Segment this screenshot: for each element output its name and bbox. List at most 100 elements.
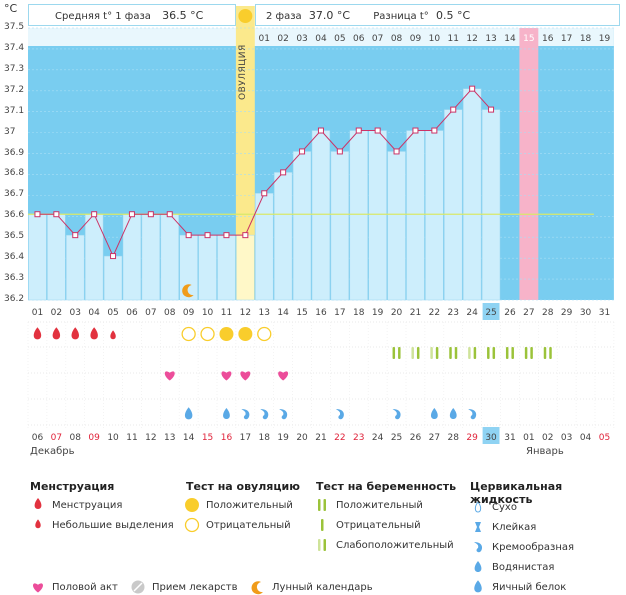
pregnancy-test-icon [505, 347, 509, 359]
y-tick-label: 36.4 [4, 252, 25, 263]
date-label: 09 [88, 433, 100, 443]
temp-column [406, 130, 425, 301]
legend-mucus-watery: Водянистая [492, 562, 555, 573]
date-label: 05 [599, 433, 610, 443]
date-label: 24 [372, 433, 384, 443]
phase2-summary: 2 фаза 37.0 °C Разница t° 0.5 °C [255, 4, 620, 26]
y-tick-label: 36.6 [4, 210, 25, 221]
mucus-icon [392, 409, 401, 420]
temperature-point [91, 211, 98, 218]
top-day-label: 05 [334, 34, 345, 44]
cycle-day-label: 28 [542, 308, 554, 318]
heart-icon [278, 371, 289, 381]
date-label: 28 [448, 433, 460, 443]
temperature-point [412, 127, 419, 134]
date-label: 13 [164, 433, 175, 443]
temperature-point [393, 148, 400, 155]
legend-pregnancy-negative: Отрицательный [336, 520, 421, 531]
legend-medicine: Прием лекарств [152, 582, 238, 593]
temperature-point [299, 148, 306, 155]
cycle-day-label: 06 [126, 308, 138, 318]
mucus-icon [260, 409, 269, 420]
legend-pregnancy-negative-icon [321, 519, 324, 531]
pregnancy-test-icon [454, 347, 458, 359]
pregnancy-test-icon [511, 347, 514, 359]
pregnancy-test-icon [392, 347, 396, 359]
legend-pregnancy-positive-icon [318, 499, 321, 511]
temp-column [387, 151, 406, 301]
cycle-day-label: 12 [240, 308, 251, 318]
date-label: 11 [126, 433, 137, 443]
temperature-point [110, 253, 117, 260]
cycle-day-label: 26 [504, 308, 516, 318]
temp-column [47, 213, 66, 301]
pregnancy-test-icon [416, 347, 420, 359]
ovulation-positive-icon [219, 327, 234, 341]
date-label: 20 [296, 433, 308, 443]
y-tick-label: 37 [4, 126, 16, 137]
ovulation-sun-icon [238, 9, 253, 23]
date-label: 04 [580, 433, 592, 443]
temp-column [444, 109, 463, 301]
date-label: 12 [145, 433, 156, 443]
cycle-day-label: 10 [202, 308, 214, 318]
legend-pregnancy-title: Тест на беременность [316, 480, 457, 493]
y-tick-label: 36.7 [4, 189, 25, 200]
menstruation-icon [90, 327, 98, 340]
cycle-day-label: 31 [599, 308, 610, 318]
mucus-icon [241, 409, 250, 420]
legend-pregnancy-positive: Положительный [336, 500, 423, 511]
legend-mucus-creamy-icon [474, 542, 483, 553]
date-label: 27 [429, 433, 440, 443]
temp-column [311, 130, 331, 301]
cycle-day-label: 03 [70, 308, 81, 318]
temp-column [28, 213, 47, 301]
menstruation-icon [33, 327, 42, 340]
top-day-label: 17 [561, 34, 572, 44]
date-label: 22 [334, 433, 345, 443]
legend-mucus-eggwhite: Яичный белок [492, 582, 567, 593]
ovulation-band [235, 6, 255, 300]
pregnancy-test-icon [449, 347, 452, 359]
date-label: 16 [221, 433, 233, 443]
pregnancy-test-icon [549, 347, 552, 359]
y-tick-label: 37.3 [4, 63, 25, 74]
legend-menstruation-icon [34, 498, 42, 509]
date-label: 14 [183, 433, 195, 443]
legend-ovulation-negative-icon [184, 517, 200, 533]
cycle-day-label: 18 [353, 308, 365, 318]
temperature-point [317, 127, 324, 134]
top-day-label: 06 [353, 34, 365, 44]
cycle-day-label: 23 [448, 308, 459, 318]
top-day-label: 01 [259, 34, 270, 44]
cycle-day-label: 27 [523, 308, 534, 318]
top-day-label: 15 [523, 34, 534, 44]
top-day-label: 12 [466, 34, 477, 44]
legend-mucus-creamy: Кремообразная [492, 542, 575, 553]
pregnancy-test-icon [487, 347, 490, 359]
pregnancy-test-icon [430, 347, 433, 359]
cycle-day-label: 24 [466, 308, 478, 318]
cycle-day-label: 29 [561, 308, 573, 318]
temperature-point [204, 232, 211, 239]
pregnancy-test-icon [530, 347, 533, 359]
cycle-day-label: 08 [164, 308, 176, 318]
cycle-day-label: 20 [391, 308, 403, 318]
pregnancy-test-icon [411, 347, 414, 359]
pink-day-column [519, 28, 539, 300]
date-label: 17 [240, 433, 251, 443]
temperature-point [147, 211, 154, 218]
date-label: 01 [523, 433, 534, 443]
top-day-label: 16 [542, 34, 554, 44]
diff-value: 0.5 °C [435, 9, 471, 22]
pregnancy-test-icon [492, 347, 496, 359]
date-label: 19 [277, 433, 289, 443]
temperature-point [431, 127, 438, 134]
cycle-day-label: 13 [259, 308, 270, 318]
date-label: 02 [542, 433, 553, 443]
phase1-label: Средняя t° 1 фаза [55, 11, 151, 22]
temp-column [66, 234, 85, 301]
temp-column [217, 234, 236, 301]
cycle-day-label: 04 [88, 308, 100, 318]
cycle-day-label: 01 [32, 308, 43, 318]
